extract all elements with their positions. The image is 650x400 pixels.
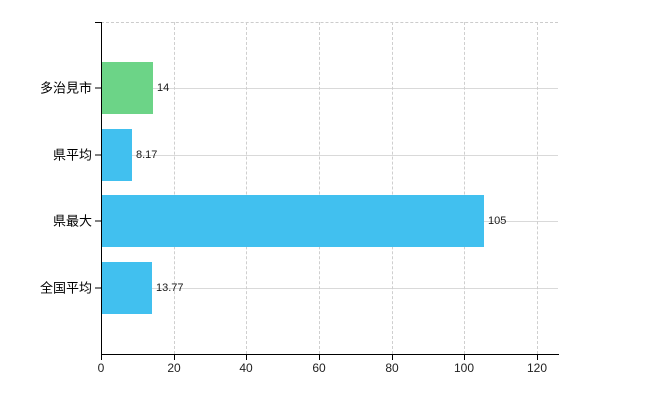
x-axis-tick-label: 40 [239,361,253,375]
x-axis-tick [246,355,247,360]
vertical-gridline [537,22,538,354]
horizontal-gridline [101,154,558,156]
x-axis-tick-label: 20 [167,361,181,375]
vertical-gridline [464,22,465,354]
plot-top-border [101,22,558,23]
vertical-gridline [392,22,393,354]
horizontal-gridline [101,287,558,289]
horizontal-gridline [101,88,558,90]
category-tick [95,87,101,89]
bar-4 [102,262,152,314]
x-axis-tick [319,355,320,360]
x-axis-tick-label: 60 [312,361,326,375]
category-label: 県最大 [52,213,92,229]
category-label: 全国平均 [39,280,92,296]
category-label: 県平均 [52,147,92,163]
bar-1 [102,62,153,114]
category-tick [95,287,101,289]
x-axis-tick [392,355,393,360]
category-tick [95,220,101,222]
category-label: 多治見市 [39,80,92,96]
bar-3 [102,195,484,247]
vertical-gridline [319,22,320,354]
x-axis-tick [464,355,465,360]
bar-2 [102,129,132,181]
x-axis-tick-label: 100 [453,361,475,375]
bar-value-label: 105 [488,215,507,228]
x-axis-tick-label: 120 [526,361,548,375]
x-axis-line [101,354,559,355]
vertical-gridline [246,22,247,354]
plot-area: 14 8.17 105 13.77 [101,22,558,354]
bar-value-label: 8.17 [136,148,158,161]
x-axis-tick-label: 80 [385,361,399,375]
category-tick [95,154,101,156]
bar-value-label: 14 [157,82,170,95]
vertical-gridline [174,22,175,354]
bar-value-label: 13.77 [156,281,184,294]
x-axis-tick [101,355,102,360]
x-axis-tick-label: 0 [97,361,105,375]
x-axis-tick [537,355,538,360]
y-axis-end-tick [95,22,101,23]
x-axis-tick [174,355,175,360]
y-axis-line [101,22,102,355]
